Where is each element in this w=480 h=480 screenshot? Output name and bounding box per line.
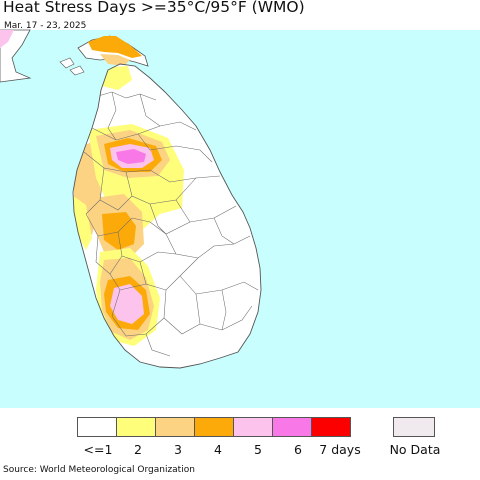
map-subtitle: Mar. 17 - 23, 2025 bbox=[4, 21, 87, 31]
legend-swatch-6 bbox=[272, 417, 312, 437]
legend-label-7: 7 days bbox=[319, 442, 361, 457]
legend-swatch-no-data bbox=[393, 417, 435, 437]
island-2 bbox=[69, 65, 85, 76]
district-boundaries bbox=[83, 91, 259, 357]
legend-label-6: 6 bbox=[294, 442, 302, 457]
island-1 bbox=[59, 57, 75, 69]
legend-label-1: <=1 bbox=[83, 442, 113, 457]
legend bbox=[77, 417, 351, 437]
legend-swatch-3 bbox=[155, 417, 195, 437]
legend-swatch-2 bbox=[116, 417, 156, 437]
legend-label-5: 5 bbox=[254, 442, 262, 457]
legend-swatch-7 bbox=[311, 417, 351, 437]
legend-swatch-4 bbox=[194, 417, 234, 437]
central-north-magenta bbox=[116, 149, 146, 164]
north-yellow-patch bbox=[100, 66, 132, 90]
jaffna-heat-orange bbox=[88, 36, 142, 58]
legend-swatch-5 bbox=[233, 417, 273, 437]
legend-label-2: 2 bbox=[134, 442, 142, 457]
jaffna-heat-light bbox=[100, 54, 130, 66]
source-credit: Source: World Meteorological Organizatio… bbox=[3, 465, 195, 475]
coastline bbox=[72, 63, 262, 369]
india-coast bbox=[0, 29, 32, 83]
legend-label-4: 4 bbox=[214, 442, 222, 457]
map-title: Heat Stress Days >=35°C/95°F (WMO) bbox=[3, 0, 305, 16]
legend-swatch-1 bbox=[77, 417, 117, 437]
india-heat-patch bbox=[0, 30, 14, 48]
legend-label-no-data: No Data bbox=[389, 442, 441, 457]
legend-label-3: 3 bbox=[174, 442, 182, 457]
west-yellow-strip bbox=[73, 195, 92, 250]
